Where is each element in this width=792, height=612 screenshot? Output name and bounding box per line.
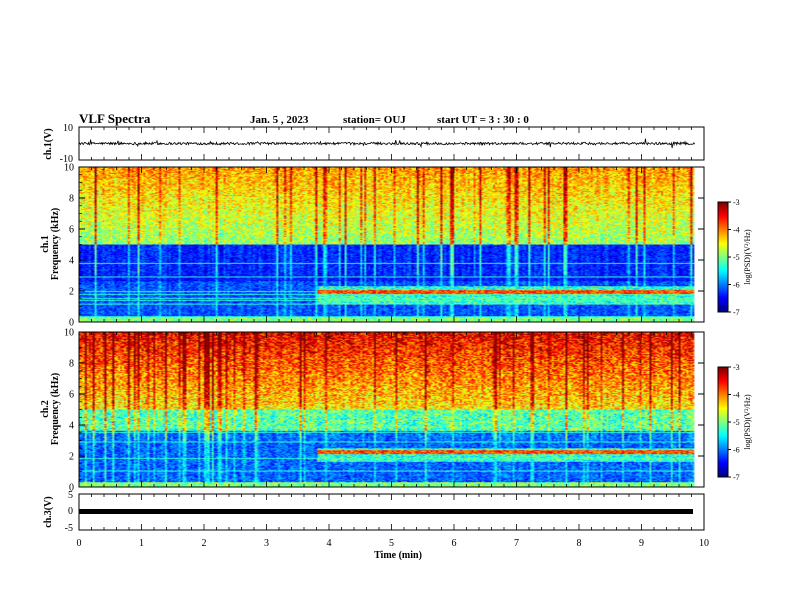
ch1-channel-line: ch.1 — [40, 235, 51, 253]
ytick-label: 8 — [69, 194, 74, 205]
colorbar-tick-label: -3 — [733, 363, 740, 372]
date-label: Jan. 5 , 2023 — [250, 114, 309, 126]
ch2-frequency-label: Frequency (kHz) — [50, 373, 61, 445]
ch3-ytick-mid: 0 — [68, 506, 73, 517]
ch2-spectrogram-channel-label: ch.2 — [40, 400, 51, 418]
xtick-label: 9 — [639, 538, 644, 549]
xtick-label: 1 — [139, 538, 144, 549]
xtick-label: 2 — [202, 538, 207, 549]
ch2-spectrogram-panel: 0 2 4 6 8 10 ch.2 Frequency (kHz) — [40, 328, 705, 494]
ytick-label: 4 — [69, 421, 74, 432]
colorbar-tick-label: -4 — [733, 391, 740, 400]
ch3-ytick-top: 5 — [68, 490, 73, 501]
ch3-ytick-bottom: -5 — [65, 523, 73, 534]
ch1-colorbar-image — [718, 202, 728, 312]
ytick-label: 4 — [69, 256, 74, 267]
xtick-label: 3 — [264, 538, 269, 549]
xtick-label: 6 — [452, 538, 457, 549]
figure-title: VLF Spectra — [79, 111, 151, 126]
ch2-colorbar-label: log(PSD)(V²/Hz) — [743, 394, 752, 450]
ch1-waveform-line — [78, 138, 695, 149]
xtick-label: 5 — [389, 538, 394, 549]
colorbar-tick-label: -6 — [733, 281, 740, 290]
ytick-label: 10 — [64, 163, 74, 174]
ytick-label: 0 — [69, 483, 74, 494]
ch1-spectrogram-channel-label: ch.1 — [40, 235, 51, 253]
ch2-colorbar: -3 -4 -5 -6 -7 log(PSD)(V²/Hz) — [717, 363, 752, 482]
ytick-label: 2 — [69, 287, 74, 298]
ch1-spectrogram-image — [79, 167, 704, 322]
time-axis-ticks — [78, 127, 705, 530]
xtick-label: 7 — [514, 538, 519, 549]
ch2-spectrogram-yticks: 0 2 4 6 8 10 — [64, 328, 704, 494]
time-axis-xlabel: Time (min) — [374, 550, 422, 561]
ch1-colorbar-ticks: -3 -4 -5 -6 -7 — [728, 198, 740, 317]
colorbar-tick-label: -3 — [733, 198, 740, 207]
colorbar-tick-label: -5 — [733, 253, 740, 262]
colorbar-tick-label: -7 — [733, 308, 740, 317]
ch1-spectrogram-panel: 0 2 4 6 8 10 ch.1 Frequency (kHz) — [40, 163, 705, 329]
colorbar-tick-label: -7 — [733, 473, 740, 482]
ch1-colorbar-label: log(PSD)(V²/Hz) — [743, 229, 752, 285]
ch3-waveform-line — [79, 509, 693, 514]
colorbar-tick-label: -4 — [733, 226, 740, 235]
ch3-waveform-ylabel: ch.3(V) — [43, 496, 54, 527]
ch3-waveform-panel: 5 0 -5 ch.3(V) — [43, 490, 705, 534]
ch1-spectrogram-yticks: 0 2 4 6 8 10 — [64, 163, 704, 329]
time-axis-labels: 0 1 2 3 4 5 6 7 8 9 10 — [77, 538, 710, 549]
ytick-label: 10 — [64, 328, 74, 339]
ch1-frequency-label: Frequency (kHz) — [50, 208, 61, 280]
ch1-waveform-ylabel: ch.1(V) — [43, 128, 54, 159]
colorbar-tick-label: -5 — [733, 418, 740, 427]
xtick-label: 10 — [699, 538, 709, 549]
ch2-colorbar-ticks: -3 -4 -5 -6 -7 — [728, 363, 740, 482]
colorbar-tick-label: -6 — [733, 446, 740, 455]
ytick-label: 6 — [69, 390, 74, 401]
ch1-waveform-panel: 10 -10 ch.1(V) — [43, 123, 705, 165]
ch2-colorbar-image — [718, 367, 728, 477]
station-label: station= OUJ — [343, 114, 406, 126]
ytick-label: 2 — [69, 452, 74, 463]
xtick-label: 0 — [77, 538, 82, 549]
ch1-ytick-bottom: -10 — [60, 154, 73, 165]
ch1-ytick-top: 10 — [63, 123, 73, 134]
xtick-label: 4 — [327, 538, 332, 549]
xtick-label: 8 — [577, 538, 582, 549]
ytick-label: 8 — [69, 359, 74, 370]
ch2-spectrogram-image — [79, 332, 704, 487]
start-time-label: start UT = 3 : 30 : 0 — [437, 114, 529, 126]
ch1-colorbar: -3 -4 -5 -6 -7 log(PSD)(V²/Hz) — [717, 198, 752, 317]
ytick-label: 0 — [69, 318, 74, 329]
ytick-label: 6 — [69, 225, 74, 236]
